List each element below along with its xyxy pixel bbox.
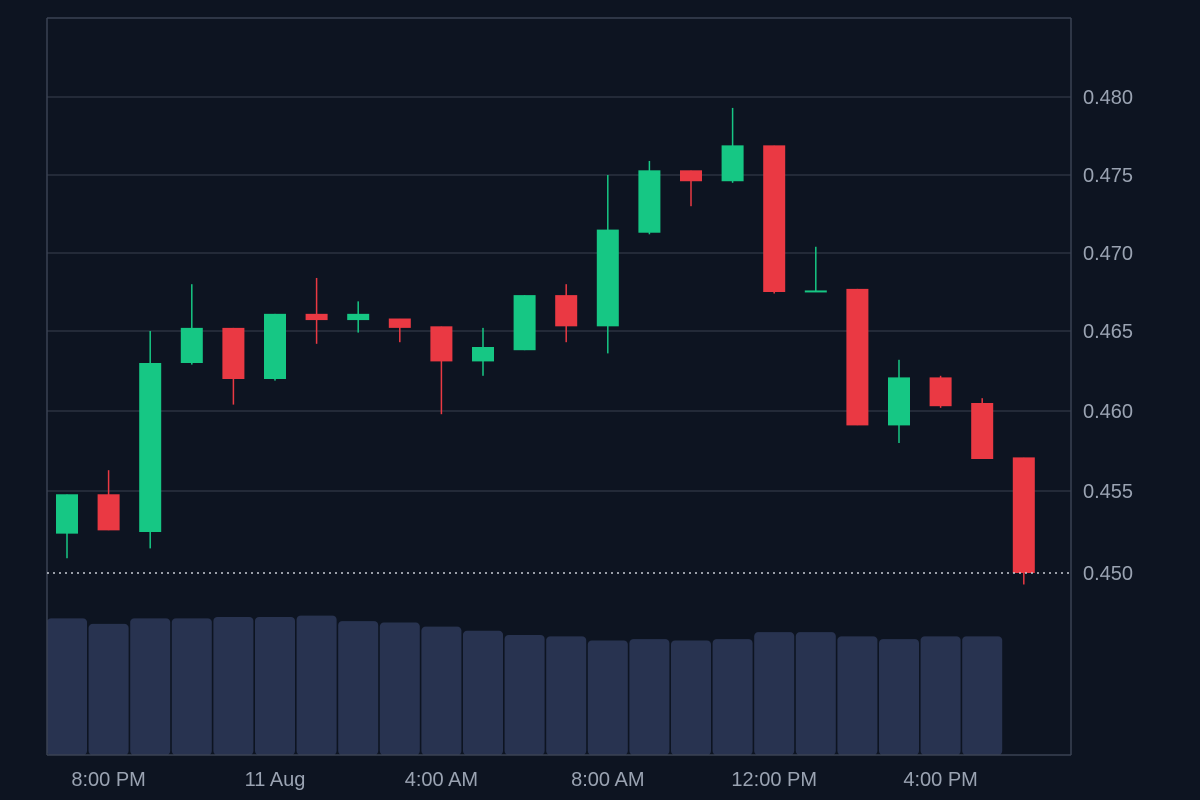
volume-bar bbox=[671, 640, 711, 755]
candle-body bbox=[264, 313, 286, 379]
candle-body bbox=[971, 403, 994, 459]
volume-bars bbox=[47, 615, 1003, 755]
volume-bar bbox=[795, 632, 836, 755]
volume-bar bbox=[421, 626, 462, 755]
volume-bar bbox=[962, 636, 1003, 755]
candles[interactable] bbox=[56, 107, 1035, 585]
time-axis[interactable]: 8:00 PM 11 Aug 4:00 AM 8:00 AM 12:00 PM 4:00 … bbox=[71, 769, 977, 791]
candle-body bbox=[430, 326, 453, 362]
time-tick-label: 8:00 PM bbox=[71, 769, 145, 791]
volume-bar bbox=[213, 617, 254, 755]
volume-bar bbox=[546, 636, 587, 755]
time-tick-label: 8:00 AM bbox=[571, 769, 644, 791]
candle[interactable] bbox=[513, 295, 536, 351]
price-tick-label: 0.465 bbox=[1083, 321, 1133, 343]
candle-body bbox=[347, 313, 370, 321]
volume-bar bbox=[88, 623, 129, 755]
time-tick-label: 4:00 PM bbox=[903, 769, 977, 791]
candle-body bbox=[56, 494, 78, 534]
price-tick-label: 0.470 bbox=[1083, 243, 1133, 265]
candle-body bbox=[139, 363, 162, 532]
price-tick-label: 0.475 bbox=[1083, 165, 1133, 187]
time-tick-label: 12:00 PM bbox=[731, 769, 817, 791]
candle-body bbox=[929, 377, 952, 407]
candle[interactable] bbox=[264, 313, 286, 381]
candle-body bbox=[222, 327, 245, 379]
volume-bar bbox=[587, 640, 628, 755]
chart-frame bbox=[46, 17, 1072, 756]
volume-bar bbox=[629, 639, 670, 755]
candle[interactable] bbox=[139, 331, 162, 549]
price-tick-label: 0.455 bbox=[1083, 481, 1133, 503]
volume-bar bbox=[171, 618, 212, 755]
volume-bar bbox=[504, 634, 545, 755]
candle[interactable] bbox=[763, 145, 786, 294]
volume-bar bbox=[920, 636, 961, 755]
volume-bar bbox=[255, 617, 295, 755]
candle-body bbox=[804, 290, 827, 293]
time-tick-label: 4:00 AM bbox=[405, 769, 478, 791]
candle-body bbox=[97, 494, 120, 531]
volume-bar bbox=[712, 639, 753, 755]
price-axis[interactable]: 0.450 0.455 0.460 0.465 0.470 0.475 0.480 bbox=[1083, 87, 1133, 585]
candle[interactable] bbox=[721, 107, 744, 183]
candle-body bbox=[846, 288, 869, 426]
candle-body bbox=[388, 318, 411, 328]
candle-body bbox=[555, 295, 578, 327]
candle[interactable] bbox=[56, 494, 78, 559]
candle-body bbox=[763, 145, 786, 292]
price-tick-label: 0.450 bbox=[1083, 563, 1133, 585]
volume-bar bbox=[379, 622, 420, 755]
volume-bar bbox=[837, 636, 878, 755]
candle-body bbox=[596, 229, 619, 327]
candle[interactable] bbox=[888, 359, 910, 443]
candle-body bbox=[1012, 457, 1035, 573]
candle[interactable] bbox=[804, 246, 827, 293]
candle-body bbox=[472, 347, 494, 362]
candle-body bbox=[888, 377, 910, 426]
volume-bar bbox=[296, 615, 337, 755]
candle[interactable] bbox=[596, 175, 619, 354]
candle-body bbox=[180, 327, 203, 363]
volume-bar bbox=[130, 618, 171, 755]
volume-bar bbox=[47, 618, 87, 755]
candle[interactable] bbox=[430, 326, 453, 415]
candle-body bbox=[513, 295, 536, 351]
candle-body bbox=[638, 170, 661, 233]
price-tick-label: 0.460 bbox=[1083, 401, 1133, 423]
candle[interactable] bbox=[638, 160, 661, 235]
candle-body bbox=[680, 170, 702, 182]
candle[interactable] bbox=[97, 470, 120, 531]
candle[interactable] bbox=[555, 284, 578, 343]
candle-body bbox=[721, 145, 744, 182]
candle[interactable] bbox=[846, 288, 869, 426]
volume-bar bbox=[879, 639, 919, 755]
candle[interactable] bbox=[971, 398, 994, 459]
candle[interactable] bbox=[222, 327, 245, 405]
volume-bar bbox=[338, 621, 379, 755]
time-tick-label: 11 Aug bbox=[245, 769, 306, 791]
volume-bar bbox=[754, 632, 795, 755]
candle[interactable] bbox=[1012, 457, 1035, 585]
candle[interactable] bbox=[347, 301, 370, 333]
candle[interactable] bbox=[388, 318, 411, 343]
volume-bar bbox=[463, 630, 503, 755]
candle[interactable] bbox=[929, 375, 952, 408]
candle[interactable] bbox=[472, 327, 494, 376]
candle-body bbox=[305, 313, 328, 321]
candle[interactable] bbox=[180, 284, 203, 365]
price-tick-label: 0.480 bbox=[1083, 87, 1133, 109]
candle[interactable] bbox=[680, 170, 702, 207]
grid-lines bbox=[47, 96, 1071, 492]
candle[interactable] bbox=[305, 277, 328, 344]
